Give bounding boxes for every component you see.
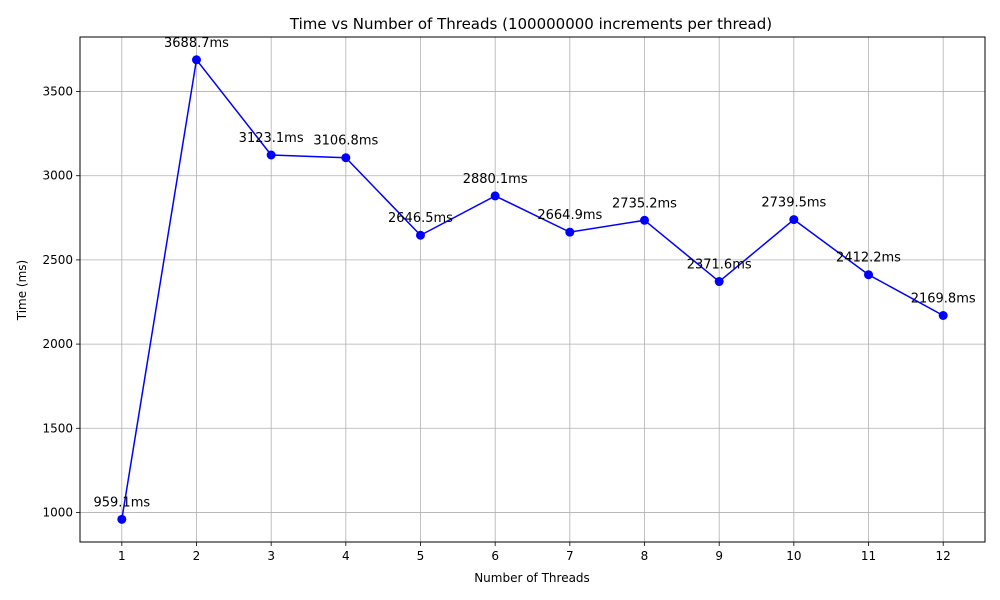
data-point [640,215,650,225]
data-label: 2739.5ms [761,196,826,211]
data-label: 3688.7ms [164,36,229,51]
data-label: 2371.6ms [687,258,752,273]
x-tick-label: 6 [491,549,499,563]
data-point [266,150,276,160]
x-tick-label: 10 [786,549,801,563]
x-tick-label: 1 [118,549,126,563]
data-point [490,191,500,201]
data-labels-group: 959.1ms 3688.7ms 3123.1ms 3106.8ms 2646.5ms 2… [93,36,975,511]
x-axis-ticks: 1 2 3 4 5 6 7 8 9 10 11 12 [118,542,951,563]
data-label: 3106.8ms [313,134,378,149]
data-point [565,227,575,237]
data-label: 2735.2ms [612,196,677,211]
data-point [415,230,425,240]
x-tick-label: 11 [861,549,876,563]
series-group [117,55,948,524]
x-tick-label: 9 [715,549,723,563]
data-point [117,514,127,524]
data-point [789,215,799,225]
y-tick-label: 1000 [42,505,73,519]
y-tick-label: 2500 [42,253,73,267]
x-tick-label: 4 [342,549,350,563]
x-tick-label: 3 [267,549,275,563]
x-axis-label: Number of Threads [474,571,590,585]
x-tick-label: 2 [193,549,201,563]
data-label: 2169.8ms [911,292,976,307]
y-tick-label: 1500 [42,421,73,435]
x-tick-label: 12 [936,549,951,563]
data-label: 3123.1ms [239,131,304,146]
data-point [864,270,874,280]
data-point [191,55,201,65]
chart-title: Time vs Number of Threads (100000000 inc… [289,15,772,33]
data-label: 2412.2ms [836,251,901,266]
y-axis-label: Time (ms) [15,260,29,322]
data-label: 2646.5ms [388,211,453,226]
series-line [121,57,944,520]
data-label: 2664.9ms [537,208,602,223]
y-axis-ticks: 1000 1500 2000 2500 3000 3500 [42,85,80,519]
data-label: 2880.1ms [463,172,528,187]
data-label: 959.1ms [93,495,150,510]
y-tick-label: 2000 [42,337,73,351]
grid-lines [80,37,985,542]
y-tick-label: 3000 [42,169,73,183]
x-tick-label: 7 [566,549,574,563]
y-tick-label: 3500 [42,85,73,99]
x-tick-label: 5 [417,549,425,563]
data-point [714,277,724,287]
plot-frame [79,36,986,543]
data-point [938,311,948,321]
x-tick-label: 8 [641,549,649,563]
data-point [341,153,351,163]
